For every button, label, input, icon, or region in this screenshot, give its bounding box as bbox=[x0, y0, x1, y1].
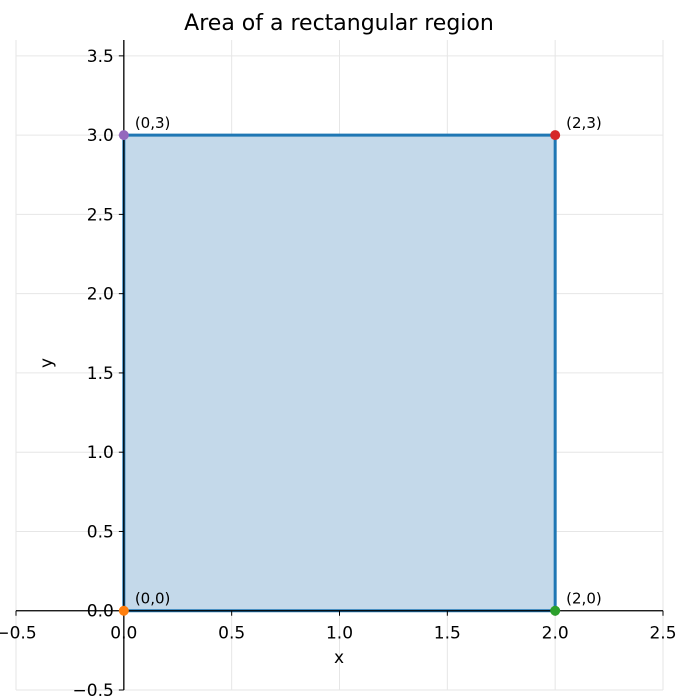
y-tick-label-0: −0.5 bbox=[73, 681, 114, 700]
corner-point-0 bbox=[118, 605, 129, 616]
y-tick-label-6: 2.5 bbox=[87, 205, 114, 225]
x-tick-label-4: 1.5 bbox=[434, 624, 461, 644]
x-tick-label-3: 1.0 bbox=[326, 624, 353, 644]
rectangular-region bbox=[122, 133, 557, 613]
x-tick-label-0: −0.5 bbox=[0, 624, 37, 644]
corner-points: (0,0) (2,0) (2,3) (0,3) bbox=[118, 114, 602, 616]
chart-title: Area of a rectangular region bbox=[184, 11, 494, 36]
x-tick-label-5: 2.0 bbox=[542, 624, 569, 644]
y-tick-label-4: 1.5 bbox=[87, 364, 114, 384]
corner-point-2 bbox=[550, 130, 561, 141]
ticks: −0.5 0.0 0.5 1.0 1.5 2.0 2.5 −0.5 0.0 0.5 1.0 1.5 2.… bbox=[0, 47, 677, 700]
y-tick-label-2: 0.5 bbox=[87, 522, 114, 542]
y-tick-label-3: 1.0 bbox=[87, 443, 114, 463]
y-tick-label-1: 0.0 bbox=[87, 602, 114, 622]
y-axis-label: y bbox=[37, 358, 57, 368]
corner-point-1 bbox=[550, 605, 561, 616]
x-axis-label: x bbox=[334, 648, 344, 668]
corner-point-label-2: (2,3) bbox=[566, 114, 602, 132]
corner-point-label-0: (0,0) bbox=[135, 590, 171, 608]
y-tick-label-7: 3.0 bbox=[87, 126, 114, 146]
x-tick-label-6: 2.5 bbox=[649, 624, 676, 644]
y-tick-label-5: 2.0 bbox=[87, 285, 114, 305]
corner-point-label-3: (0,3) bbox=[135, 114, 171, 132]
corner-point-3 bbox=[118, 130, 129, 141]
x-tick-label-1: 0.0 bbox=[110, 624, 137, 644]
x-tick-label-2: 0.5 bbox=[218, 624, 245, 644]
corner-point-label-1: (2,0) bbox=[566, 590, 602, 608]
y-tick-label-8: 3.5 bbox=[87, 47, 114, 67]
